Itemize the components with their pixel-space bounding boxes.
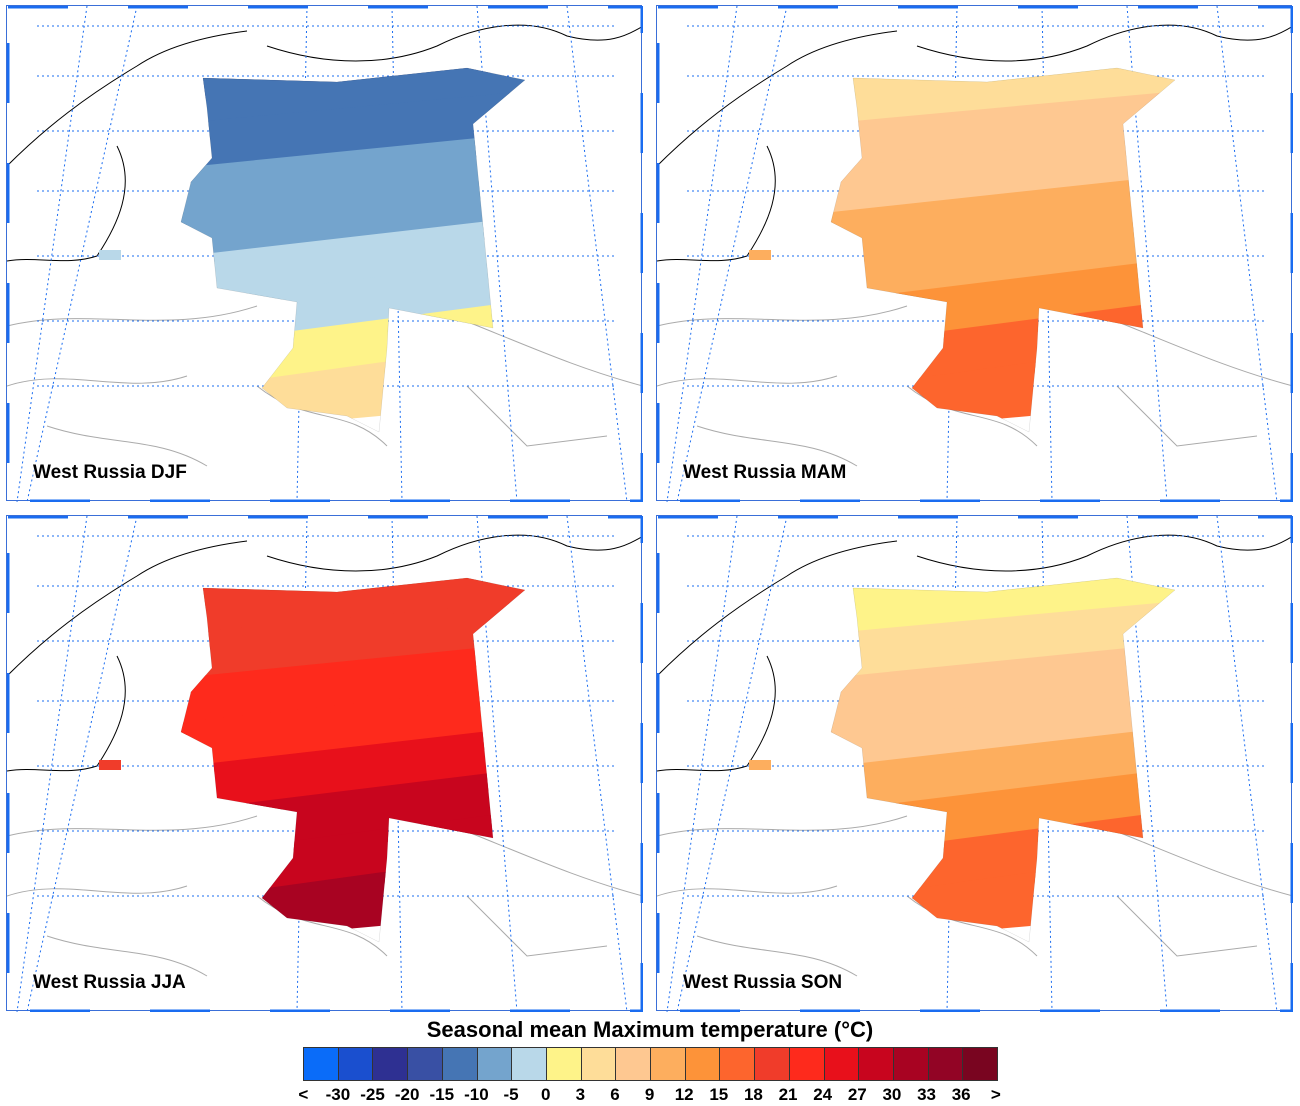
colorbar-label: 30 bbox=[882, 1085, 902, 1104]
temperature-field bbox=[181, 578, 525, 942]
temperature-band bbox=[831, 214, 1175, 311]
colorbar-label: > bbox=[990, 1085, 1001, 1104]
colorbar-label: 21 bbox=[778, 1085, 798, 1104]
colorbar-label: -25 bbox=[360, 1085, 385, 1104]
colorbar-swatch bbox=[338, 1048, 374, 1080]
colorbar-label: 0 bbox=[540, 1085, 551, 1104]
colorbar-label: 6 bbox=[610, 1085, 620, 1104]
colorbar-swatch bbox=[304, 1048, 339, 1080]
map-frame bbox=[657, 516, 1293, 1012]
longitude-gridline bbox=[566, 516, 628, 1012]
map-frame bbox=[657, 6, 1293, 502]
map-jja bbox=[7, 516, 643, 1012]
temperature-band bbox=[181, 682, 525, 780]
colorbar-swatch bbox=[546, 1048, 582, 1080]
colorbar-swatch bbox=[581, 1048, 617, 1080]
temperature-band bbox=[181, 641, 525, 738]
colorbar-swatch bbox=[755, 1048, 790, 1080]
map-panel-son: West Russia SON bbox=[656, 515, 1293, 1012]
temperature-field bbox=[181, 68, 525, 432]
panel-title: West Russia MAM bbox=[683, 462, 847, 483]
colorbar-swatch bbox=[373, 1048, 409, 1080]
colorbar-label: < bbox=[298, 1085, 309, 1104]
panel-title: West Russia DJF bbox=[33, 462, 187, 483]
colorbar-label: -15 bbox=[429, 1085, 455, 1104]
longitude-gridline bbox=[566, 6, 628, 502]
colorbar-label: 18 bbox=[743, 1085, 763, 1104]
temperature-band bbox=[831, 641, 1175, 738]
colorbar bbox=[303, 1047, 998, 1081]
region-outline bbox=[830, 67, 1176, 433]
colorbar-label: -5 bbox=[503, 1085, 519, 1104]
colorbar-label: 3 bbox=[575, 1085, 586, 1104]
longitude-gridline bbox=[666, 516, 738, 1012]
map-djf bbox=[7, 6, 643, 502]
temperature-band bbox=[181, 214, 525, 311]
colorbar-label: 33 bbox=[917, 1085, 937, 1104]
map-panel-djf: West Russia DJF bbox=[6, 5, 643, 502]
longitude-gridline bbox=[666, 6, 738, 502]
colorbar-swatch bbox=[789, 1048, 825, 1080]
colorbar-swatch bbox=[720, 1048, 756, 1080]
country-borders bbox=[7, 815, 643, 977]
colorbar-swatch bbox=[512, 1048, 547, 1080]
colorbar-label: 36 bbox=[951, 1085, 971, 1104]
colorbar-labels: < -30 -25 -20 -15 -10 -5 0 3 6 9 12 15 18 21 24 27 30 33 36… bbox=[286, 1085, 1013, 1105]
colorbar-swatch bbox=[408, 1048, 443, 1080]
country-borders bbox=[7, 305, 643, 467]
country-borders bbox=[657, 305, 1293, 467]
temperature-band bbox=[831, 682, 1175, 780]
colorbar-swatch bbox=[651, 1048, 686, 1080]
colorbar-label: 12 bbox=[674, 1085, 694, 1104]
panel-title: West Russia JJA bbox=[33, 972, 186, 993]
longitude-gridline bbox=[16, 6, 88, 502]
temperature-band bbox=[831, 172, 1175, 270]
temperature-band bbox=[831, 131, 1175, 228]
region-outline bbox=[830, 577, 1176, 943]
colorbar-label: 15 bbox=[709, 1085, 729, 1104]
map-mam bbox=[657, 6, 1293, 502]
temperature-band bbox=[181, 724, 525, 821]
map-panel-mam: West Russia MAM bbox=[656, 5, 1293, 502]
colorbar-swatch bbox=[616, 1048, 652, 1080]
temperature-band bbox=[181, 172, 525, 270]
country-borders bbox=[657, 815, 1293, 977]
panel-title: West Russia SON bbox=[683, 972, 843, 993]
temperature-field bbox=[831, 578, 1175, 942]
longitude-gridline bbox=[16, 516, 88, 1012]
colorbar-swatch bbox=[824, 1048, 860, 1080]
longitude-gridline bbox=[1216, 516, 1278, 1012]
kaliningrad-patch bbox=[749, 250, 771, 260]
temperature-band bbox=[181, 131, 525, 228]
region-outline bbox=[180, 67, 526, 433]
kaliningrad-patch bbox=[99, 760, 121, 770]
colorbar-swatch bbox=[928, 1048, 964, 1080]
map-son bbox=[657, 516, 1293, 1012]
colorbar-swatch bbox=[685, 1048, 721, 1080]
colorbar-label: 27 bbox=[847, 1085, 867, 1104]
longitude-gridline bbox=[1216, 6, 1278, 502]
colorbar-label: -20 bbox=[394, 1085, 420, 1104]
map-frame bbox=[7, 516, 643, 1012]
colorbar-label: -10 bbox=[464, 1085, 489, 1104]
colorbar-title: Seasonal mean Maximum temperature (°C) bbox=[426, 1017, 874, 1042]
colorbar-swatch bbox=[477, 1048, 513, 1080]
kaliningrad-patch bbox=[99, 250, 121, 260]
temperature-band bbox=[831, 724, 1175, 821]
colorbar-label: -30 bbox=[325, 1085, 351, 1104]
map-frame bbox=[7, 6, 643, 502]
map-panel-jja: West Russia JJA bbox=[6, 515, 643, 1012]
colorbar-swatch bbox=[859, 1048, 894, 1080]
colorbar-label: 9 bbox=[644, 1085, 655, 1104]
colorbar-swatch bbox=[963, 1048, 998, 1080]
temperature-field bbox=[831, 68, 1175, 432]
colorbar-swatch bbox=[442, 1048, 478, 1080]
colorbar-label: 24 bbox=[813, 1085, 833, 1104]
region-outline bbox=[180, 577, 526, 943]
kaliningrad-patch bbox=[749, 760, 771, 770]
colorbar-swatch bbox=[893, 1048, 929, 1080]
